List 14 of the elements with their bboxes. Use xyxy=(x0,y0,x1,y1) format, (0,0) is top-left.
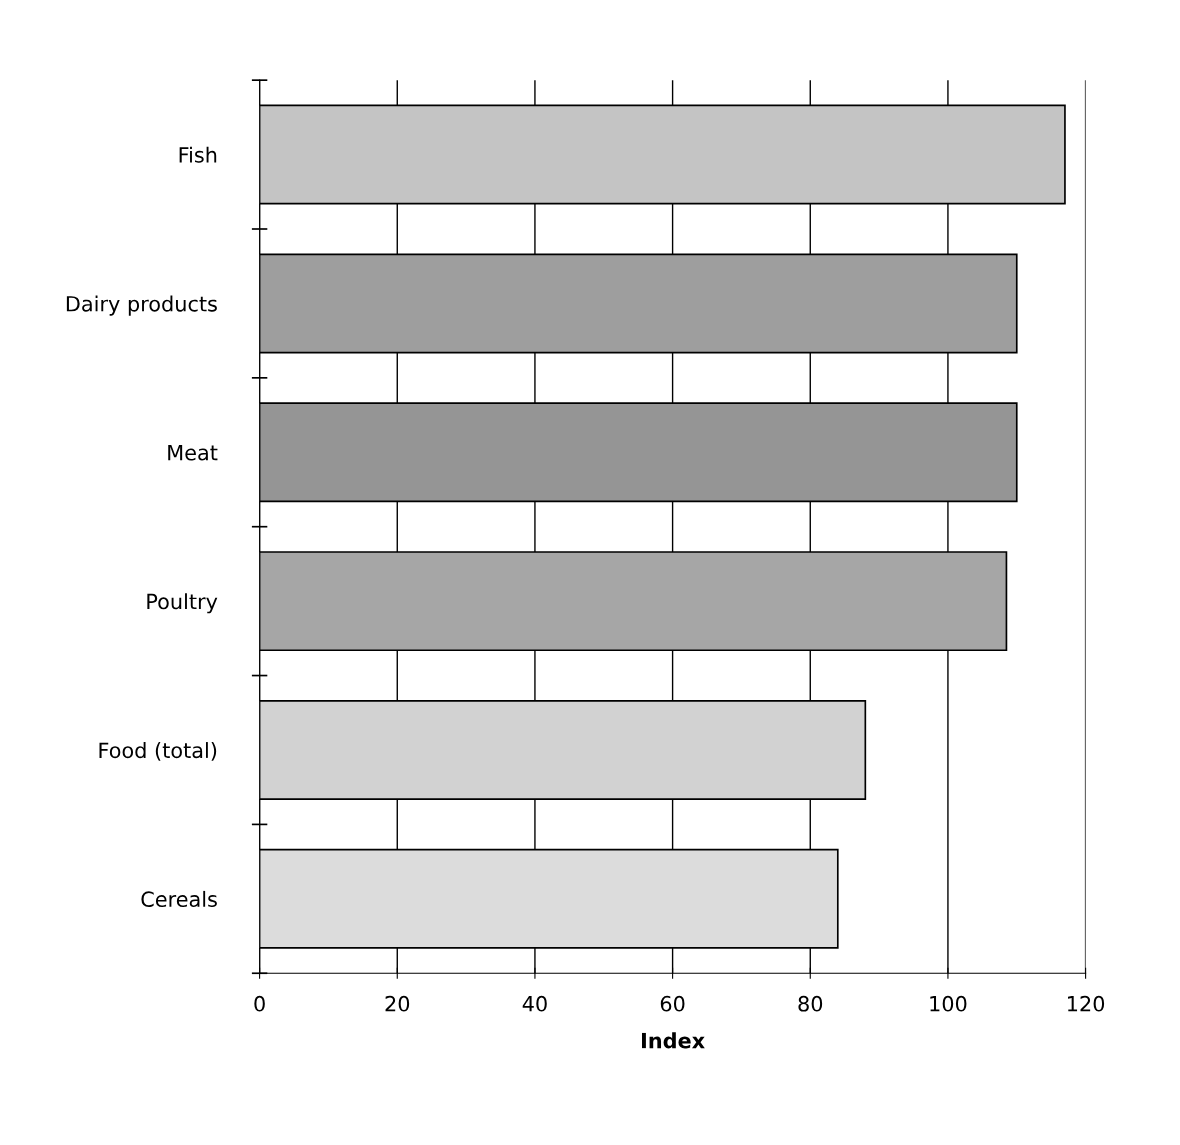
y-tick-label: Dairy products xyxy=(66,295,217,316)
y-tick-label: Poultry xyxy=(147,593,218,614)
x-tick-label: 20 xyxy=(385,995,410,1012)
x-tick-label: 40 xyxy=(522,995,547,1012)
x-axis-title: Index xyxy=(641,1032,705,1049)
y-tick-label: Meat xyxy=(168,445,218,461)
x-tick-label: 80 xyxy=(798,995,823,1012)
x-tick-label: 0 xyxy=(254,995,265,1012)
x-tick-label: 60 xyxy=(660,995,685,1012)
x-tick-label: 100 xyxy=(930,995,967,1012)
y-tick-label: Cereals xyxy=(141,890,217,908)
x-tick-label: 120 xyxy=(1068,995,1105,1012)
y-tick-label: Fish xyxy=(179,146,217,163)
y-tick-label: Food (total) xyxy=(99,742,217,761)
